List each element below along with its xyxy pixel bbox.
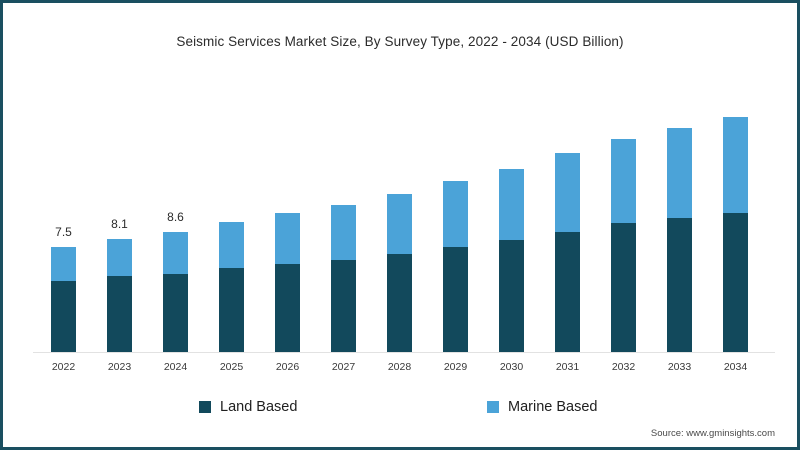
legend-item-marine-based[interactable]: Marine Based <box>487 399 597 415</box>
bar-segment-land-based[interactable] <box>331 259 356 352</box>
bar-segment-land-based[interactable] <box>723 213 748 352</box>
bar-segment-marine-based[interactable] <box>667 128 692 218</box>
bar-group[interactable] <box>443 181 468 352</box>
bar-segment-marine-based[interactable] <box>275 213 300 264</box>
legend-swatch-icon <box>199 401 211 413</box>
x-axis-tick-label: 2028 <box>387 361 412 373</box>
bar-segment-marine-based[interactable] <box>51 247 76 281</box>
chart-title: Seismic Services Market Size, By Survey … <box>176 34 624 49</box>
bar-segment-marine-based[interactable] <box>499 168 524 240</box>
x-axis-tick-label: 2027 <box>331 361 356 373</box>
bar-segment-land-based[interactable] <box>499 239 524 352</box>
bar-segment-land-based[interactable] <box>555 231 580 352</box>
bar-group[interactable] <box>163 231 188 352</box>
x-axis-tick-label: 2033 <box>667 361 692 373</box>
x-axis-tick-label: 2032 <box>611 361 636 373</box>
source-note: Source: www.gminsights.com <box>650 428 775 439</box>
bar-value-label: 8.1 <box>111 216 128 231</box>
bar-segment-marine-based[interactable] <box>723 116 748 214</box>
legend-item-land-based[interactable]: Land Based <box>199 399 297 415</box>
x-axis-tick-label: 2025 <box>219 361 244 373</box>
bar-segment-marine-based[interactable] <box>107 238 132 277</box>
x-axis-tick-label: 2023 <box>107 361 132 373</box>
bar-segment-land-based[interactable] <box>611 223 636 352</box>
bar-group[interactable] <box>611 139 636 352</box>
bar-segment-marine-based[interactable] <box>387 193 412 254</box>
x-axis-tick-label: 2030 <box>499 361 524 373</box>
x-axis-tick-label: 2031 <box>555 361 580 373</box>
bar-group[interactable] <box>219 221 244 352</box>
bar-group[interactable] <box>555 153 580 352</box>
bar-segment-land-based[interactable] <box>163 273 188 352</box>
bar-segment-marine-based[interactable] <box>219 221 244 268</box>
legend-label: Land Based <box>220 399 298 415</box>
bar-segment-land-based[interactable] <box>219 267 244 352</box>
bar-segment-marine-based[interactable] <box>555 153 580 232</box>
bar-segment-land-based[interactable] <box>667 217 692 352</box>
bar-group[interactable] <box>331 205 356 352</box>
x-axis-tick-label: 2029 <box>443 361 468 373</box>
bar-group[interactable] <box>667 128 692 352</box>
bar-segment-marine-based[interactable] <box>163 231 188 274</box>
bar-segment-marine-based[interactable] <box>611 139 636 224</box>
bar-segment-marine-based[interactable] <box>331 205 356 260</box>
bar-segment-land-based[interactable] <box>107 276 132 352</box>
x-axis-tick-label: 2034 <box>723 361 748 373</box>
x-axis-tick-label: 2024 <box>163 361 188 373</box>
bar-segment-land-based[interactable] <box>387 253 412 352</box>
bar-segment-marine-based[interactable] <box>443 181 468 247</box>
bar-segment-land-based[interactable] <box>51 280 76 352</box>
bar-segment-land-based[interactable] <box>443 246 468 352</box>
x-axis-baseline <box>33 352 775 353</box>
legend-label: Marine Based <box>508 399 598 415</box>
bar-group[interactable] <box>275 213 300 352</box>
bar-group[interactable] <box>51 247 76 352</box>
bar-group[interactable] <box>387 193 412 352</box>
chart-legend: Land Based Marine Based <box>3 399 797 421</box>
x-axis-tick-label: 2022 <box>51 361 76 373</box>
bar-group[interactable] <box>723 116 748 352</box>
legend-swatch-icon <box>487 401 499 413</box>
x-axis-tick-label: 2026 <box>275 361 300 373</box>
bar-group[interactable] <box>107 238 132 352</box>
bar-value-label: 7.5 <box>55 225 72 239</box>
bar-group[interactable] <box>499 168 524 352</box>
bar-segment-land-based[interactable] <box>275 263 300 352</box>
bar-value-label: 8.6 <box>167 209 184 224</box>
